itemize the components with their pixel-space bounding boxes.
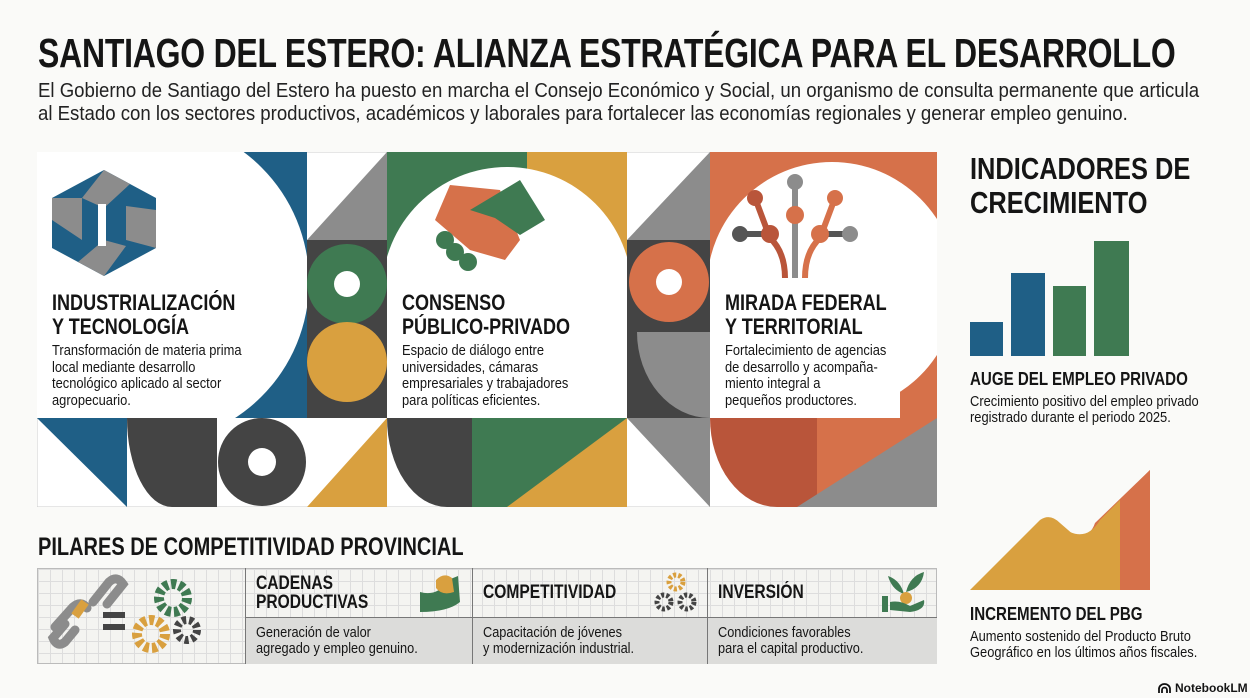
gears-icon bbox=[654, 572, 697, 612]
pillar-cadenas: CADENAS PRODUCTIVAS Generación de valor ag… bbox=[245, 568, 472, 664]
intro-text: El Gobierno de Santiago del Estero ha pu… bbox=[38, 80, 1200, 125]
notebooklm-brand: NotebookLM bbox=[1158, 681, 1248, 695]
pillar-inversion: INVERSIÓN Condiciones favorables para el … bbox=[707, 568, 937, 664]
notebooklm-logo-icon bbox=[1158, 682, 1171, 693]
link-equals-gears-icon bbox=[47, 574, 201, 653]
bar-chart-icon bbox=[970, 241, 1129, 356]
panel-consenso: CONSENSO PÚBLICO-PRIVADO Espacio de diálo… bbox=[402, 290, 571, 409]
hexagon-icon bbox=[52, 170, 156, 276]
handshake-icon bbox=[435, 180, 545, 271]
mountain-area-icon bbox=[970, 470, 1150, 590]
indicator-empleo: AUGE DEL EMPLEO PRIVADO Crecimiento posi… bbox=[970, 369, 1199, 426]
panel-industrializacion: INDUSTRIALIZACIÓN Y TECNOLOGÍA Transforma… bbox=[52, 290, 242, 409]
strong-arm-icon bbox=[420, 575, 460, 612]
plant-in-hand-icon bbox=[882, 572, 925, 612]
panel-mirada-federal: MIRADA FEDERAL Y TERRITORIAL Fortalecimie… bbox=[725, 290, 887, 409]
page-title: SANTIAGO DEL ESTERO: ALIANZA ESTRATÉGICA… bbox=[38, 30, 1176, 76]
pillar-competitividad: COMPETITIVIDAD Capacitación de jóvenes y … bbox=[472, 568, 707, 664]
indicator-pbg: INCREMENTO DEL PBG Aumento sostenido del… bbox=[970, 604, 1198, 661]
indicators-title: INDICADORES DE CRECIMIENTO bbox=[970, 151, 1191, 220]
pillars-title: PILARES DE COMPETITIVIDAD PROVINCIAL bbox=[38, 533, 464, 561]
network-tree-icon bbox=[732, 174, 858, 278]
